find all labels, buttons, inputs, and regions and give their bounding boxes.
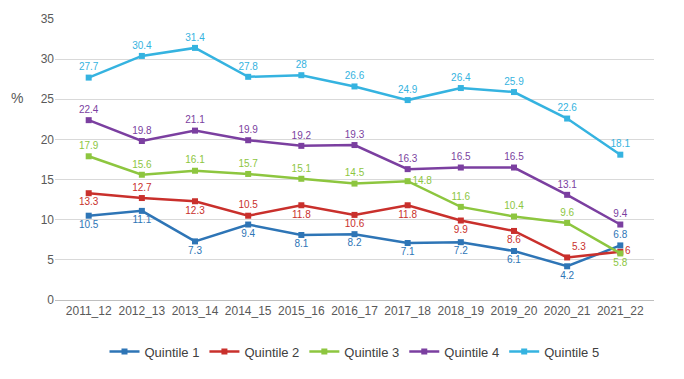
svg-text:26.4: 26.4 <box>451 72 471 83</box>
svg-text:25: 25 <box>41 92 55 106</box>
svg-text:25.9: 25.9 <box>504 76 524 87</box>
svg-text:11.8: 11.8 <box>292 209 311 220</box>
svg-text:10: 10 <box>41 213 55 227</box>
svg-text:19.2: 19.2 <box>292 130 312 141</box>
svg-text:17.9: 17.9 <box>79 140 99 151</box>
svg-text:15.6: 15.6 <box>132 159 152 170</box>
svg-text:13.3: 13.3 <box>79 196 99 207</box>
svg-text:9.9: 9.9 <box>454 224 468 235</box>
svg-text:16.3: 16.3 <box>398 153 418 164</box>
svg-text:18.1: 18.1 <box>611 138 631 149</box>
svg-text:11.8: 11.8 <box>398 209 417 220</box>
svg-text:30.4: 30.4 <box>132 40 152 51</box>
svg-text:26.6: 26.6 <box>345 70 365 81</box>
svg-text:2018_19: 2018_19 <box>437 304 484 318</box>
svg-text:10.5: 10.5 <box>238 199 258 210</box>
svg-text:19.9: 19.9 <box>238 124 258 135</box>
svg-text:5.3: 5.3 <box>572 241 586 252</box>
svg-text:16.1: 16.1 <box>185 154 205 165</box>
svg-text:6.1: 6.1 <box>507 254 521 265</box>
svg-text:4.2: 4.2 <box>560 270 574 281</box>
svg-text:11.1: 11.1 <box>132 214 151 225</box>
svg-text:27.8: 27.8 <box>238 61 258 72</box>
svg-text:14.8: 14.8 <box>412 175 432 186</box>
svg-text:2012_13: 2012_13 <box>119 304 166 318</box>
svg-text:9.6: 9.6 <box>560 207 574 218</box>
svg-text:22.6: 22.6 <box>557 102 577 113</box>
svg-text:9.4: 9.4 <box>241 228 255 239</box>
svg-text:15.7: 15.7 <box>238 158 258 169</box>
svg-text:8.6: 8.6 <box>507 234 521 245</box>
svg-text:15: 15 <box>41 173 55 187</box>
svg-text:6: 6 <box>625 245 631 256</box>
svg-text:28: 28 <box>296 59 308 70</box>
svg-text:2016_17: 2016_17 <box>331 304 378 318</box>
svg-text:5: 5 <box>47 253 54 267</box>
svg-text:%: % <box>11 90 23 106</box>
svg-text:22.4: 22.4 <box>79 104 99 115</box>
svg-text:2015_16: 2015_16 <box>278 304 325 318</box>
svg-text:7.3: 7.3 <box>188 245 202 256</box>
svg-text:27.7: 27.7 <box>79 61 99 72</box>
svg-text:Quintile 5: Quintile 5 <box>544 345 599 360</box>
svg-text:7.1: 7.1 <box>401 246 415 257</box>
svg-text:10.6: 10.6 <box>345 218 365 229</box>
svg-text:19.8: 19.8 <box>132 125 152 136</box>
svg-text:2017_18: 2017_18 <box>384 304 431 318</box>
svg-text:31.4: 31.4 <box>185 32 205 43</box>
svg-text:2011_12: 2011_12 <box>66 304 112 318</box>
svg-text:21.1: 21.1 <box>185 114 205 125</box>
svg-text:11.6: 11.6 <box>451 191 470 202</box>
svg-text:5.8: 5.8 <box>613 257 627 268</box>
svg-text:2020_21: 2020_21 <box>544 304 591 318</box>
svg-text:16.5: 16.5 <box>504 151 524 162</box>
svg-text:15.1: 15.1 <box>292 163 312 174</box>
svg-text:13.1: 13.1 <box>557 179 577 190</box>
svg-text:19.3: 19.3 <box>345 129 365 140</box>
svg-text:Quintile 3: Quintile 3 <box>344 345 399 360</box>
svg-text:2021_22: 2021_22 <box>597 304 644 318</box>
svg-text:6.8: 6.8 <box>613 229 627 240</box>
svg-text:8.2: 8.2 <box>348 237 362 248</box>
svg-text:16.5: 16.5 <box>451 151 471 162</box>
svg-text:0: 0 <box>47 293 54 307</box>
svg-text:2019_20: 2019_20 <box>491 304 538 318</box>
svg-text:14.5: 14.5 <box>345 167 365 178</box>
svg-text:20: 20 <box>41 133 55 147</box>
svg-text:7.2: 7.2 <box>454 245 468 256</box>
svg-text:9.4: 9.4 <box>613 208 627 219</box>
svg-text:8.1: 8.1 <box>294 238 308 249</box>
svg-text:12.3: 12.3 <box>185 205 205 216</box>
svg-text:Quintile 1: Quintile 1 <box>145 345 200 360</box>
svg-text:Quintile 2: Quintile 2 <box>244 345 299 360</box>
svg-text:35: 35 <box>41 12 55 26</box>
svg-text:2014_15: 2014_15 <box>225 304 272 318</box>
svg-text:2013_14: 2013_14 <box>172 304 219 318</box>
svg-text:10.5: 10.5 <box>79 219 99 230</box>
svg-text:24.9: 24.9 <box>398 84 418 95</box>
svg-text:12.7: 12.7 <box>132 182 152 193</box>
svg-text:Quintile 4: Quintile 4 <box>444 345 499 360</box>
svg-text:30: 30 <box>41 52 55 66</box>
svg-text:10.4: 10.4 <box>504 200 524 211</box>
